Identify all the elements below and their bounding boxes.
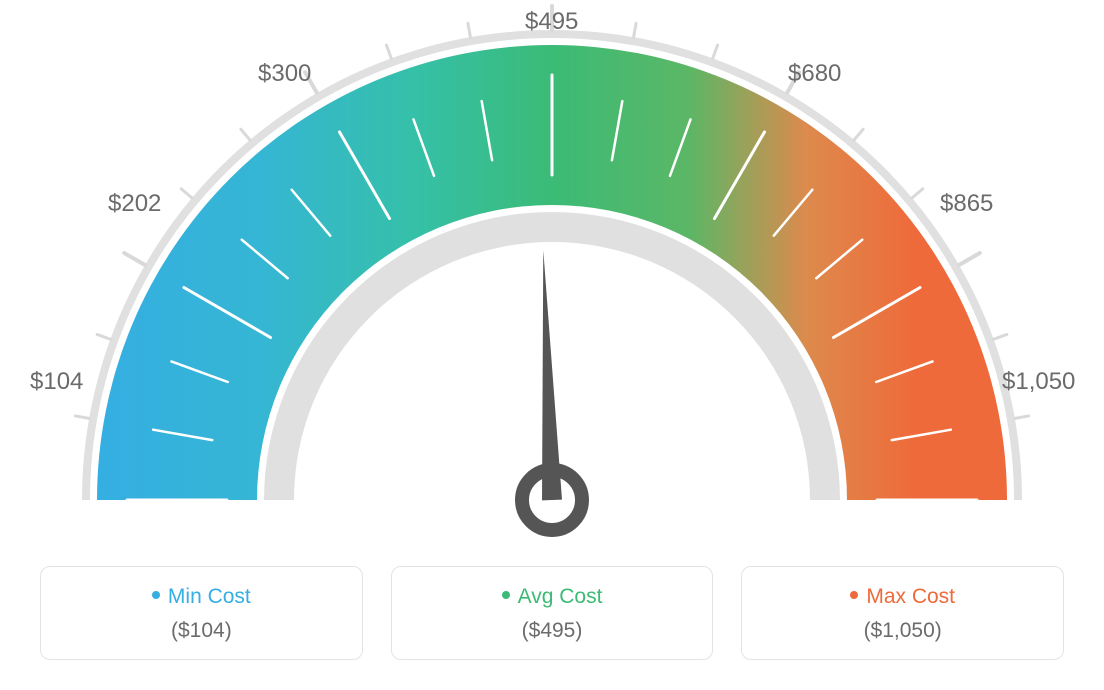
tick-label: $495	[525, 8, 578, 36]
legend-card-avg: Avg Cost ($495)	[391, 566, 714, 660]
legend-card-max: Max Cost ($1,050)	[741, 566, 1064, 660]
tick-label: $104	[30, 368, 83, 396]
tick-label: $202	[108, 190, 161, 218]
legend-title-min: Min Cost	[51, 585, 352, 609]
legend-title-avg: Avg Cost	[402, 585, 703, 609]
dot-icon-min	[152, 591, 160, 599]
gauge-area: $104 $202 $300 $495 $680 $865 $1,050	[0, 0, 1104, 560]
gauge-chart-container: $104 $202 $300 $495 $680 $865 $1,050 Min Cost …	[0, 0, 1104, 690]
tick-label: $1,050	[1002, 368, 1075, 396]
tick-label: $300	[258, 60, 311, 88]
legend-value-avg: ($495)	[402, 619, 703, 643]
dot-icon-max	[850, 591, 858, 599]
legend-title-avg-text: Avg Cost	[518, 585, 603, 608]
legend-title-min-text: Min Cost	[168, 585, 251, 608]
tick-label: $680	[788, 60, 841, 88]
legend-value-min: ($104)	[51, 619, 352, 643]
tick-label: $865	[940, 190, 993, 218]
dot-icon-avg	[502, 591, 510, 599]
legend-title-max-text: Max Cost	[866, 585, 955, 608]
legend-card-min: Min Cost ($104)	[40, 566, 363, 660]
legend-row: Min Cost ($104) Avg Cost ($495) Max Cost…	[40, 566, 1064, 660]
gauge-svg	[0, 0, 1104, 560]
legend-title-max: Max Cost	[752, 585, 1053, 609]
legend-value-max: ($1,050)	[752, 619, 1053, 643]
